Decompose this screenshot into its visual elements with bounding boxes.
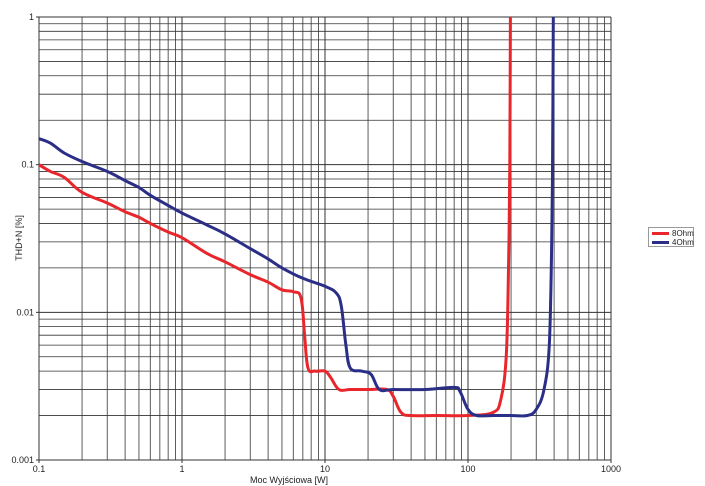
legend-label-4ohm: 4Ohm xyxy=(672,238,694,247)
y-tick-label: 1 xyxy=(29,12,34,22)
x-tick-label: 100 xyxy=(460,464,475,474)
plot-grid xyxy=(38,16,612,461)
y-tick-label: 0.1 xyxy=(21,160,34,170)
y-tick-label: 0.01 xyxy=(16,307,34,317)
x-tick-label: 1 xyxy=(179,464,184,474)
legend-swatch-8ohm xyxy=(652,232,669,235)
legend-item-8ohm: 8Ohm xyxy=(652,229,694,238)
legend-label-8ohm: 8Ohm xyxy=(672,229,694,238)
series-line-8ohm xyxy=(38,16,512,418)
y-tick-label: 0.001 xyxy=(11,455,34,465)
y-axis-title: THD+N [%] xyxy=(14,215,24,261)
series-line-4ohm xyxy=(38,16,555,418)
x-tick-label: 1000 xyxy=(601,464,621,474)
plot-series xyxy=(38,16,555,418)
legend-item-4ohm: 4Ohm xyxy=(652,238,694,247)
x-tick-label: 10 xyxy=(320,464,330,474)
x-axis-title: Moc Wyjściowa [W] xyxy=(250,475,328,485)
legend-swatch-4ohm xyxy=(652,241,669,244)
x-tick-label: 0.1 xyxy=(33,464,46,474)
chart-legend: 8Ohm 4Ohm xyxy=(648,227,694,247)
axis-ticks: 0.1 1 10 100 1000 0.001 0.01 0.1 1 xyxy=(11,12,621,474)
